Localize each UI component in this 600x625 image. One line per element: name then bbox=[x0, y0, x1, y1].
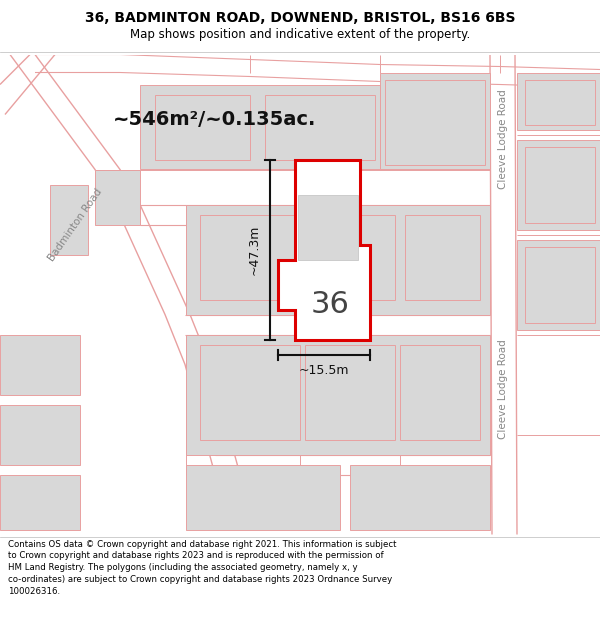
Polygon shape bbox=[140, 84, 380, 169]
Text: Cleeve Lodge Road: Cleeve Lodge Road bbox=[498, 339, 508, 439]
Text: Contains OS data © Crown copyright and database right 2021. This information is : Contains OS data © Crown copyright and d… bbox=[8, 539, 397, 596]
Polygon shape bbox=[517, 239, 600, 329]
Text: Cleeve Lodge Road: Cleeve Lodge Road bbox=[498, 89, 508, 189]
Text: 36: 36 bbox=[311, 290, 349, 319]
Polygon shape bbox=[298, 194, 358, 259]
Polygon shape bbox=[350, 464, 490, 529]
Text: 36, BADMINTON ROAD, DOWNEND, BRISTOL, BS16 6BS: 36, BADMINTON ROAD, DOWNEND, BRISTOL, BS… bbox=[85, 11, 515, 26]
Polygon shape bbox=[400, 344, 480, 439]
Text: ~546m²/~0.135ac.: ~546m²/~0.135ac. bbox=[113, 110, 317, 129]
Polygon shape bbox=[95, 169, 140, 224]
Polygon shape bbox=[525, 79, 595, 124]
Polygon shape bbox=[305, 344, 395, 439]
Polygon shape bbox=[0, 334, 80, 394]
Polygon shape bbox=[517, 72, 600, 129]
Polygon shape bbox=[517, 139, 600, 229]
Text: Map shows position and indicative extent of the property.: Map shows position and indicative extent… bbox=[130, 28, 470, 41]
Polygon shape bbox=[0, 474, 80, 529]
Polygon shape bbox=[380, 72, 490, 169]
Polygon shape bbox=[525, 146, 595, 222]
Polygon shape bbox=[278, 159, 370, 339]
Polygon shape bbox=[385, 79, 485, 164]
Text: Badminton Road: Badminton Road bbox=[46, 186, 104, 262]
Polygon shape bbox=[155, 94, 250, 159]
Polygon shape bbox=[186, 204, 490, 314]
Polygon shape bbox=[50, 184, 88, 254]
Polygon shape bbox=[0, 404, 80, 464]
Polygon shape bbox=[305, 214, 395, 299]
Polygon shape bbox=[200, 344, 300, 439]
Polygon shape bbox=[405, 214, 480, 299]
Polygon shape bbox=[525, 246, 595, 322]
Polygon shape bbox=[200, 214, 295, 299]
Text: ~47.3m: ~47.3m bbox=[248, 224, 260, 275]
Polygon shape bbox=[186, 334, 490, 454]
Text: ~15.5m: ~15.5m bbox=[299, 364, 349, 377]
Polygon shape bbox=[265, 94, 375, 159]
Polygon shape bbox=[186, 464, 340, 529]
